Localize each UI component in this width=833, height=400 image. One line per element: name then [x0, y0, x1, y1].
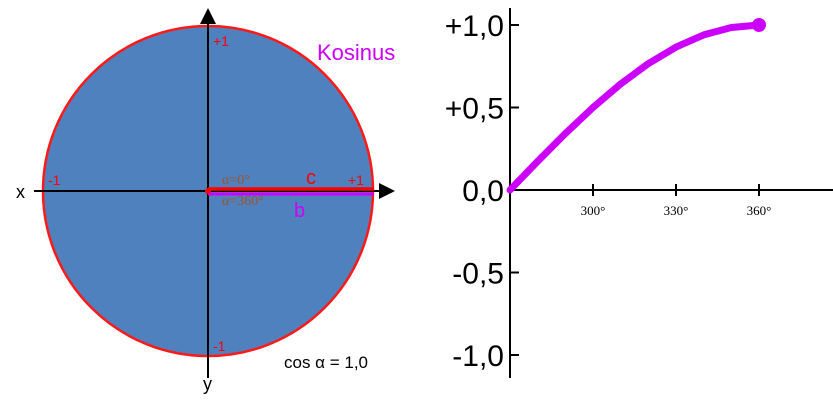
- x-tick-label: 330°: [664, 203, 689, 218]
- tick-top-label: +1: [213, 33, 229, 49]
- origin-point: [205, 188, 211, 194]
- tick-bottom-label: -1: [213, 338, 226, 354]
- formula-label: cos α = 1,0: [284, 353, 368, 372]
- function-name-label: Kosinus: [317, 40, 395, 65]
- tick-right-label: +1: [348, 172, 364, 188]
- y-axis-label: y: [203, 374, 212, 394]
- cosine-series-line: [506, 21, 763, 194]
- series-end-point: [752, 18, 766, 32]
- y-tick-label: +0,5: [445, 93, 504, 126]
- x-tick-label: 300°: [581, 203, 606, 218]
- angle-label-360: α=360°: [222, 194, 264, 209]
- y-tick-label: 0,0: [462, 175, 504, 208]
- segment-b-label: b: [294, 200, 305, 222]
- angle-label-0: α=0°: [222, 173, 250, 188]
- y-tick-label: +1,0: [445, 10, 504, 43]
- segment-c-label: c: [306, 167, 316, 189]
- y-tick-label: -1,0: [452, 340, 504, 373]
- unit-circle-diagram: x y +1 -1 -1 +1 α=0° α=360° c b Kosinus …: [16, 8, 395, 394]
- x-tick-label: 360°: [747, 203, 772, 218]
- y-tick-label: -0,5: [452, 258, 504, 291]
- tick-left-label: -1: [48, 172, 61, 188]
- x-axis-label: x: [16, 182, 25, 202]
- cosine-chart: +1,0 +0,5 0,0 -0,5 -1,0 300° 330° 360°: [445, 8, 833, 378]
